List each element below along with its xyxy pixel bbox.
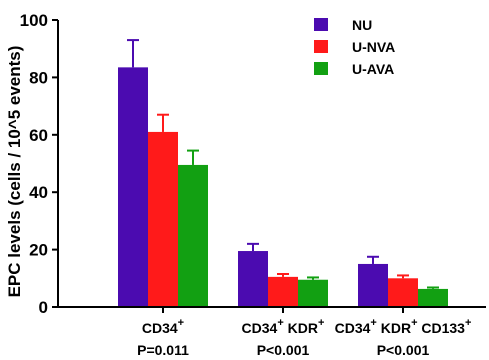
- p-value-label: P=0.011: [137, 342, 189, 358]
- legend-label: U-NVA: [352, 39, 395, 55]
- y-tick-label: 60: [29, 126, 48, 145]
- x-tick-label: CD34+ KDR+: [242, 317, 325, 336]
- y-tick-label: 0: [39, 298, 48, 317]
- legend-swatch-u-ava: [314, 62, 328, 75]
- legend: NU U-NVA U-AVA: [314, 17, 395, 77]
- x-tick-label: CD34+: [142, 317, 184, 336]
- p-value-label: P<0.001: [257, 342, 310, 358]
- bar-u-ava-3: [418, 288, 448, 307]
- bar-nu-3: [358, 263, 388, 307]
- legend-swatch-nu: [314, 18, 328, 31]
- legend-label: U-AVA: [352, 61, 394, 77]
- legend-label: NU: [352, 17, 372, 33]
- legend-swatch-u-nva: [314, 40, 328, 53]
- bar-nu-1: [118, 67, 148, 307]
- y-tick-label: 40: [29, 183, 48, 202]
- bar-u-ava-2: [298, 279, 328, 307]
- bar-u-ava-1: [178, 164, 208, 307]
- y-tick-label: 20: [29, 241, 48, 260]
- p-value-label: P<0.001: [377, 342, 430, 358]
- x-tick-label: CD34+ KDR+ CD133+: [335, 317, 472, 336]
- y-tick-label: 80: [29, 68, 48, 87]
- bar-nu-2: [238, 251, 268, 307]
- bar-u-nva-3: [388, 278, 418, 307]
- y-axis-title: EPC levels (cells / 10^5 events): [5, 46, 24, 298]
- bars: [118, 39, 448, 307]
- x-axis: CD34+ P=0.011 CD34+ KDR+ P<0.001 CD34+ KDR+ …: [58, 306, 486, 358]
- bar-u-nva-2: [268, 276, 298, 307]
- bar-u-nva-1: [148, 131, 178, 307]
- y-axis: 0 20 40 60 80 100: [20, 11, 59, 317]
- y-tick-label: 100: [20, 11, 48, 30]
